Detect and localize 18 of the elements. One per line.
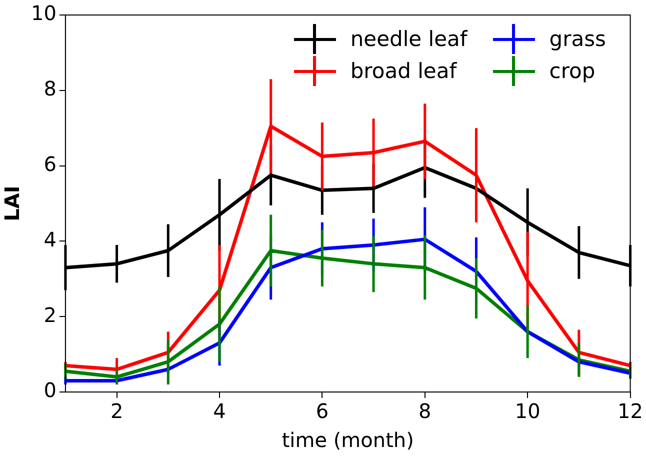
x-tick-label: 2: [110, 399, 124, 424]
y-tick-label: 0: [44, 378, 56, 402]
x-tick-label: 10: [514, 399, 540, 424]
y-axis-title: LAI: [0, 186, 24, 222]
legend-label: crop: [549, 59, 596, 83]
x-axis-title: time (month): [282, 428, 414, 452]
legend-label: needle leaf: [350, 27, 468, 51]
y-tick-label: 6: [44, 152, 56, 176]
y-tick-label: 8: [44, 76, 56, 101]
x-tick-label: 12: [618, 399, 643, 424]
y-tick-label: 4: [44, 227, 56, 252]
y-tick-label: 2: [44, 302, 56, 327]
x-tick-label: 8: [418, 399, 432, 424]
legend-label: grass: [549, 27, 606, 51]
x-tick-label: 6: [316, 399, 329, 424]
legend-label: broad leaf: [350, 59, 457, 83]
y-tick-label: 10: [30, 1, 56, 26]
x-tick-label: 4: [213, 399, 226, 424]
